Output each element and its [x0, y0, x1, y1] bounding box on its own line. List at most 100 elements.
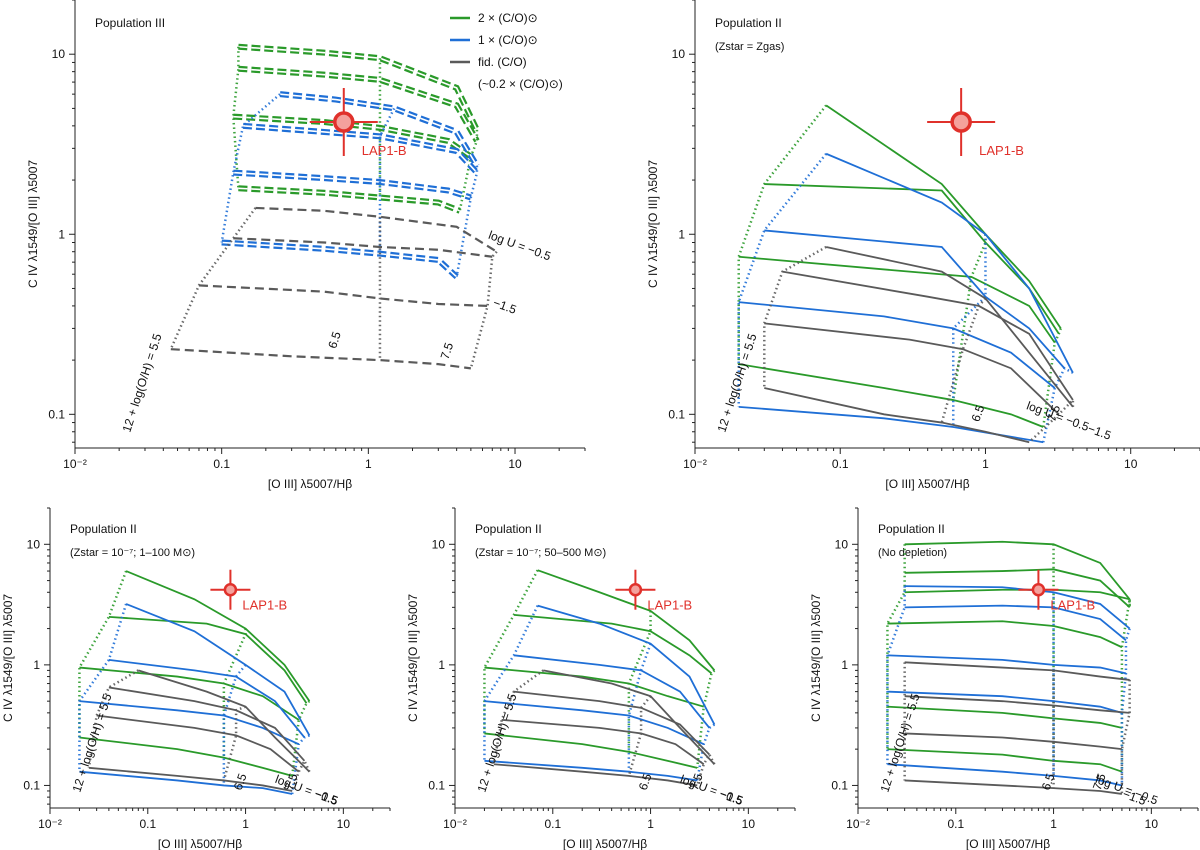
lap1b-label: LAP1-B [362, 143, 407, 158]
series-line-blue [484, 700, 705, 745]
series-line-gray [904, 661, 1130, 681]
metallicity-line-blue [78, 603, 128, 772]
x-tick-label: 0.1 [947, 817, 964, 831]
annotation: 12 + log(O/H) = 5.5 [475, 692, 520, 794]
x-tick-label: 1 [242, 817, 249, 831]
series-line-green [825, 104, 1062, 329]
y-tick-label: 10 [672, 47, 686, 61]
panel-3: 10⁻² 0.1 1 10 0.1 1 10 [O III] λ5007/Hβ C IV λ15… [1, 507, 391, 850]
series-line-blue [887, 763, 1123, 787]
series-line-green [108, 615, 308, 704]
metallicity-line-green [458, 129, 479, 212]
series-line-green [887, 748, 1123, 773]
series-line-gray [782, 270, 1074, 401]
series-line-green [738, 363, 1044, 428]
metallicity-line-gray [696, 752, 716, 786]
x-axis-label: [O III] λ5007/Hβ [563, 837, 647, 850]
series-line-core [238, 45, 478, 131]
metallicity-line-gray [169, 207, 257, 350]
x-axis-label: [O III] λ5007/Hβ [885, 477, 969, 491]
series-line-core [238, 187, 461, 212]
lap1b-label: LAP1-B [979, 143, 1024, 158]
series-line-gray [108, 686, 306, 762]
metallicity-line-gray [627, 695, 652, 777]
metallicity-line-gray [492, 669, 545, 765]
annotation: 6.5 [968, 403, 987, 424]
lap1b-label: LAP1-B [242, 598, 287, 613]
series-line-green [887, 705, 1123, 729]
series-line-gray [138, 669, 311, 773]
panel-title: Population II [715, 16, 782, 30]
annotation: 7.5 [687, 771, 706, 792]
metallicity-line-blue [455, 165, 479, 278]
series-line-gray [493, 763, 698, 787]
y-tick-label: 0.1 [48, 407, 65, 421]
series-line-gray [513, 690, 711, 756]
x-tick-label: 10⁻² [846, 817, 870, 831]
plot-area [737, 104, 1075, 444]
series-line-blue [79, 700, 300, 745]
metallicity-line-green [737, 104, 828, 365]
series-line-blue [484, 759, 698, 782]
series-line-green [887, 620, 1123, 649]
y-tick-label: 1 [438, 658, 445, 672]
y-axis-label: C IV λ1549/[O III] λ5007 [26, 160, 40, 288]
legend-label-blue: 1 × (C/O)⊙ [478, 33, 538, 47]
y-tick-label: 10 [432, 537, 446, 551]
x-axis-label: [O III] λ5007/Hβ [966, 837, 1050, 850]
y-tick-label: 10 [835, 537, 849, 551]
x-tick-label: 10 [1145, 817, 1159, 831]
panel-title: Population II [475, 522, 542, 536]
annotation: 7.5 [438, 341, 457, 362]
series-line-green [238, 185, 461, 214]
series-line-blue [537, 604, 716, 725]
y-tick-label: 0.1 [668, 407, 685, 421]
y-tick-label: 0.1 [23, 778, 40, 792]
series-line-blue [79, 770, 293, 795]
plot-area [886, 540, 1131, 795]
y-axis-label: C IV λ1549/[O III] λ5007 [809, 594, 823, 722]
annotation: 12 + log(O/H) = 5.5 [70, 692, 115, 794]
metallicity-line-green [222, 628, 247, 758]
lap1b-point [628, 582, 643, 597]
metallicity-line-gray [763, 245, 827, 389]
y-tick-label: 10 [27, 537, 41, 551]
metallicity-line-green [952, 234, 987, 401]
panel-5: 10⁻² 0.1 1 10 0.1 1 10 [O III] λ5007/Hβ C IV λ15… [809, 507, 1199, 850]
x-tick-label: 1 [365, 457, 372, 471]
series-line-green [904, 588, 1130, 601]
metallicity-line-green [627, 610, 652, 752]
y-tick-label: 0.1 [428, 778, 445, 792]
x-tick-label: 10⁻² [38, 817, 62, 831]
x-axis-label: [O III] λ5007/Hβ [268, 477, 352, 491]
y-axis-label: C IV λ1549/[O III] λ5007 [1, 594, 15, 722]
x-axis-label: [O III] λ5007/Hβ [158, 837, 242, 850]
series-line-blue [221, 239, 459, 280]
x-tick-label: 10⁻² [63, 457, 87, 471]
series-line-gray [764, 322, 1060, 415]
x-tick-label: 10⁻² [443, 817, 467, 831]
metallicity-line-blue [737, 152, 828, 407]
annotation: 6.5 [1039, 771, 1058, 792]
metallicity-line-blue [695, 723, 716, 781]
annotation: 6.5 [231, 771, 250, 792]
metallicity-line-gray [87, 669, 139, 769]
panel-1: 10⁻² 0.1 1 10 0.1 1 10 [O III] λ5007/Hβ C IV λ15… [26, 0, 586, 491]
annotation: 6.5 [636, 771, 655, 792]
legend: 2 × (C/O)⊙ 1 × (C/O)⊙ fid. (C/O) (~0.2 ×… [450, 11, 563, 91]
series-line-blue [904, 604, 1127, 641]
panel-4: 10⁻² 0.1 1 10 0.1 1 10 [O III] λ5007/Hβ C IV λ15… [406, 507, 796, 850]
y-tick-label: 0.1 [831, 778, 848, 792]
series-line-blue [764, 229, 1066, 369]
panel-title: Population II [878, 522, 945, 536]
metallicity-line-blue [483, 605, 539, 761]
annotation: 12 + log(O/H) = 5.5 [715, 332, 760, 434]
metallicity-line-gray [940, 297, 987, 423]
series-line-gray [501, 718, 705, 765]
annotation: 7.5 [1090, 771, 1109, 792]
metallicity-line-blue [220, 93, 281, 243]
metallicity-line-green [232, 46, 240, 189]
annotation: −1.5 [313, 787, 340, 808]
metallicity-line-green [1120, 599, 1131, 772]
series-line-blue [738, 405, 1044, 444]
